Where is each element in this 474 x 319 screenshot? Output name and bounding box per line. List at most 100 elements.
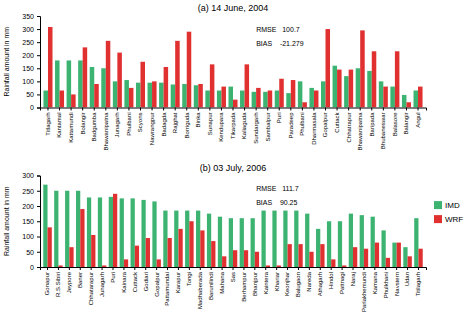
bar: [344, 76, 349, 107]
axis-line: [37, 176, 41, 268]
bar: [418, 87, 423, 108]
x-tick-label: Puri: [276, 113, 282, 124]
tick: Kantamal: [56, 108, 62, 138]
bar: [48, 227, 52, 267]
bar: [152, 201, 156, 267]
bar: [331, 259, 335, 267]
x-tick-label: Tikarpada: [230, 112, 236, 139]
x-tick-label: Bhanjpur: [252, 272, 258, 296]
bar: [98, 197, 102, 267]
x-tick-label: Mahana: [219, 271, 225, 293]
legend-label: IMD: [445, 201, 460, 210]
bar: [217, 91, 222, 108]
bar: [403, 247, 407, 267]
bar: [360, 215, 364, 267]
bar: [349, 70, 354, 108]
bar: [240, 91, 245, 108]
tick-mark: [320, 267, 321, 270]
y-tick-label: 300: [22, 172, 34, 179]
bar: [245, 64, 250, 107]
tick-mark: [233, 108, 234, 111]
x-tick-label: Keonjhar: [284, 272, 290, 296]
tick: Cuttack: [132, 267, 138, 292]
bar: [228, 87, 233, 108]
bar: [275, 91, 280, 108]
bar: [131, 198, 135, 267]
tick: Kaintera: [263, 267, 269, 294]
bar: [67, 60, 72, 107]
bar: [187, 32, 192, 108]
tick-mark: [200, 267, 201, 270]
tick: 200: [22, 203, 40, 210]
tick: Jeypore: [66, 267, 72, 293]
tick-mark: [209, 108, 210, 111]
bar: [233, 250, 237, 267]
tick-mark: [348, 108, 349, 111]
tick: Bhawanipatna: [357, 108, 363, 151]
tick-mark: [37, 221, 40, 222]
tick-mark: [37, 29, 40, 30]
bar: [337, 70, 342, 108]
bars: [43, 185, 422, 267]
bar: [211, 241, 215, 267]
x-tick-label: Madhaberada: [197, 271, 203, 309]
tick-mark: [128, 108, 129, 111]
tick-mark: [290, 108, 291, 111]
tick: Athagarh: [317, 267, 323, 296]
x-tick-label: Kamana: [372, 271, 378, 294]
tick-mark: [167, 267, 168, 270]
tick-mark: [37, 267, 40, 268]
bar: [342, 265, 346, 267]
x-tick-label: Scyons: [137, 113, 143, 133]
bar: [124, 259, 128, 267]
tick: Balasore: [392, 108, 398, 137]
bar: [69, 247, 73, 267]
bar: [196, 211, 200, 267]
tick: 0: [30, 104, 40, 111]
x-tick-label: Phulbani: [126, 113, 132, 136]
tick: Balugaon: [295, 267, 301, 297]
tick: Sunapur: [207, 108, 213, 136]
tick: Chhatrapur: [346, 108, 352, 143]
tick-mark: [298, 267, 299, 270]
x-tick-label: Parlakhemundi: [361, 272, 367, 312]
tick: Dharmasala: [311, 108, 317, 145]
bar: [222, 256, 226, 267]
bar: [364, 249, 368, 267]
x-tick-label: Rajghat: [172, 112, 178, 133]
bar: [194, 85, 199, 107]
bar-series: [48, 194, 423, 267]
tick: Madhaberada: [197, 267, 203, 309]
tick: 100: [22, 78, 40, 85]
bar: [146, 238, 150, 267]
x-tick-label: Barunilindi: [208, 272, 214, 300]
tick-mark: [244, 108, 245, 111]
tick-mark: [69, 267, 70, 270]
bar: [159, 83, 164, 108]
bar: [109, 197, 113, 267]
bar: [233, 100, 238, 108]
tick-mark: [112, 267, 113, 270]
bar-series: [48, 27, 423, 108]
annotation: RMSE 100.7: [256, 26, 300, 33]
bar: [157, 259, 161, 267]
x-tick-label: Berhampur: [241, 272, 247, 302]
x-tick-label: Binka: [195, 112, 201, 128]
tick: R.S.Sibiri: [55, 267, 61, 297]
tick-mark: [418, 108, 419, 111]
bar: [87, 197, 91, 267]
tick-mark: [186, 108, 187, 111]
tick: Badagda: [161, 108, 167, 137]
tick-mark: [80, 267, 81, 270]
x-tick-label: Khariar: [274, 272, 280, 291]
tick-mark: [156, 267, 157, 270]
x-tick-label: Kaintera: [263, 271, 269, 294]
x-tick-label: Kattamundi: [68, 113, 74, 143]
tick-mark: [37, 237, 40, 238]
x-tick-label: Bolangir: [80, 113, 86, 135]
tick: Angul: [415, 108, 421, 128]
tick: Bolangir: [80, 108, 86, 135]
tick: Paradeep: [288, 108, 294, 139]
x-tick-label: Sunapur: [207, 113, 213, 136]
y-tick-label: 0: [30, 264, 34, 271]
